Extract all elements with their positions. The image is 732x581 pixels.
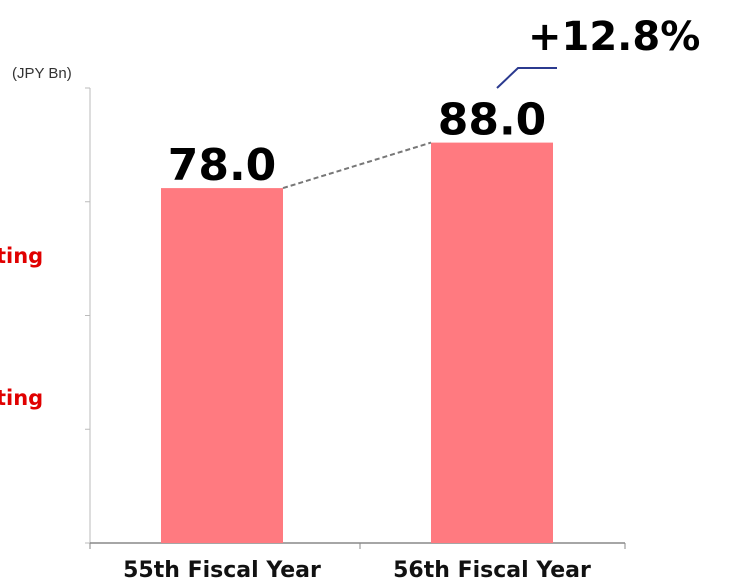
- value-label: 78.0: [168, 140, 277, 191]
- x-tick-label: 56th Fiscal Year: [393, 558, 591, 581]
- side-label: ting: [0, 244, 43, 268]
- bar: [431, 142, 553, 543]
- x-tick-label: 55th Fiscal Year: [123, 558, 321, 581]
- unit-label: (JPY Bn): [12, 65, 72, 82]
- value-label: 88.0: [438, 95, 547, 146]
- side-label: ting: [0, 386, 43, 410]
- annotation-line: [496, 67, 557, 89]
- connector: [282, 141, 432, 190]
- bar: [161, 188, 283, 543]
- annotation: +12.8%: [528, 14, 700, 60]
